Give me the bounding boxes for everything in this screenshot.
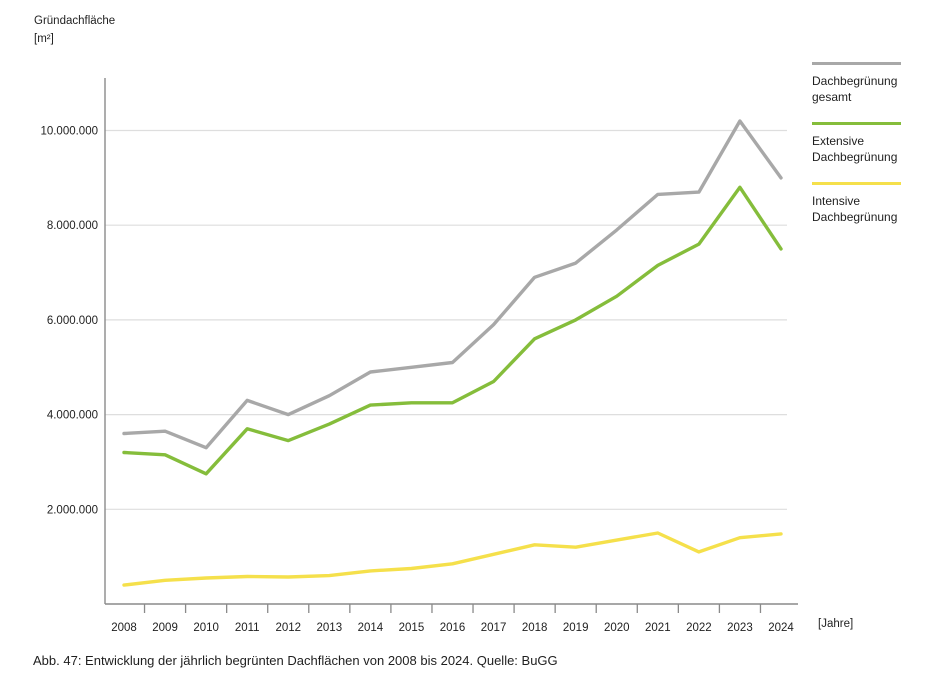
legend-swatch-gesamt <box>812 62 901 65</box>
legend-label-line: Dachbegrünung <box>812 74 898 88</box>
series-line-dachbegr-nung-gesamt <box>122 119 783 450</box>
legend-label-line: Intensive <box>812 194 861 208</box>
y-axis-title-line2: [m²] <box>34 33 54 45</box>
y-tick-label: 2.000.000 <box>47 504 98 516</box>
x-axis-unit-label: [Jahre] <box>818 618 854 630</box>
series-line-extensive-dachbegr-nung <box>122 185 783 476</box>
x-tick-label: 2018 <box>522 622 548 634</box>
x-tick-label: 2016 <box>440 622 466 634</box>
x-tick-label: 2010 <box>193 622 219 634</box>
figure-caption: Abb. 47: Entwicklung der jährlich begrün… <box>33 653 558 668</box>
y-tick-label: 8.000.000 <box>47 220 98 232</box>
x-tick-label: 2017 <box>481 622 507 634</box>
y-axis-title: Gründachfläche [m²] <box>34 12 115 48</box>
legend-label-gesamt: Dachbegrünung gesamt <box>812 73 922 105</box>
legend-item-extensiv: Extensive Dachbegrünung <box>812 122 922 165</box>
x-tick-label: 2011 <box>235 622 260 634</box>
x-tick-label: 2015 <box>399 622 425 634</box>
x-tick-label: 2008 <box>111 622 137 634</box>
legend-label-intensiv: Intensive Dachbegrünung <box>812 193 922 225</box>
x-tick-label: 2021 <box>645 622 671 634</box>
legend-label-line: Dachbegrünung <box>812 150 898 164</box>
legend-label-line: gesamt <box>812 90 852 104</box>
legend-swatch-extensiv <box>812 122 901 125</box>
x-tick-label: 2024 <box>768 622 794 634</box>
legend-label-line: Dachbegrünung <box>812 210 898 224</box>
x-tick-label: 2020 <box>604 622 630 634</box>
x-tick-label: 2013 <box>317 622 343 634</box>
x-tick-label: 2009 <box>152 622 178 634</box>
y-tick-label: 4.000.000 <box>47 410 98 422</box>
y-tick-label: 6.000.000 <box>47 315 98 327</box>
x-tick-label: 2023 <box>727 622 753 634</box>
x-tick-label: 2022 <box>686 622 712 634</box>
legend-label-extensiv: Extensive Dachbegrünung <box>812 133 922 165</box>
y-axis-title-line1: Gründachfläche <box>34 15 116 27</box>
x-tick-label: 2014 <box>358 622 384 634</box>
y-tick-label: 10.000.000 <box>40 126 98 138</box>
x-tick-label: 2012 <box>275 622 301 634</box>
legend-item-intensiv: Intensive Dachbegrünung <box>812 182 922 225</box>
legend-swatch-intensiv <box>812 182 901 185</box>
x-tick-label: 2019 <box>563 622 589 634</box>
legend-item-gesamt: Dachbegrünung gesamt <box>812 62 922 105</box>
legend: Dachbegrünung gesamt Extensive Dachbegrü… <box>812 62 922 242</box>
legend-label-line: Extensive <box>812 134 865 148</box>
series-line-intensive-dachbegr-nung <box>122 531 783 587</box>
